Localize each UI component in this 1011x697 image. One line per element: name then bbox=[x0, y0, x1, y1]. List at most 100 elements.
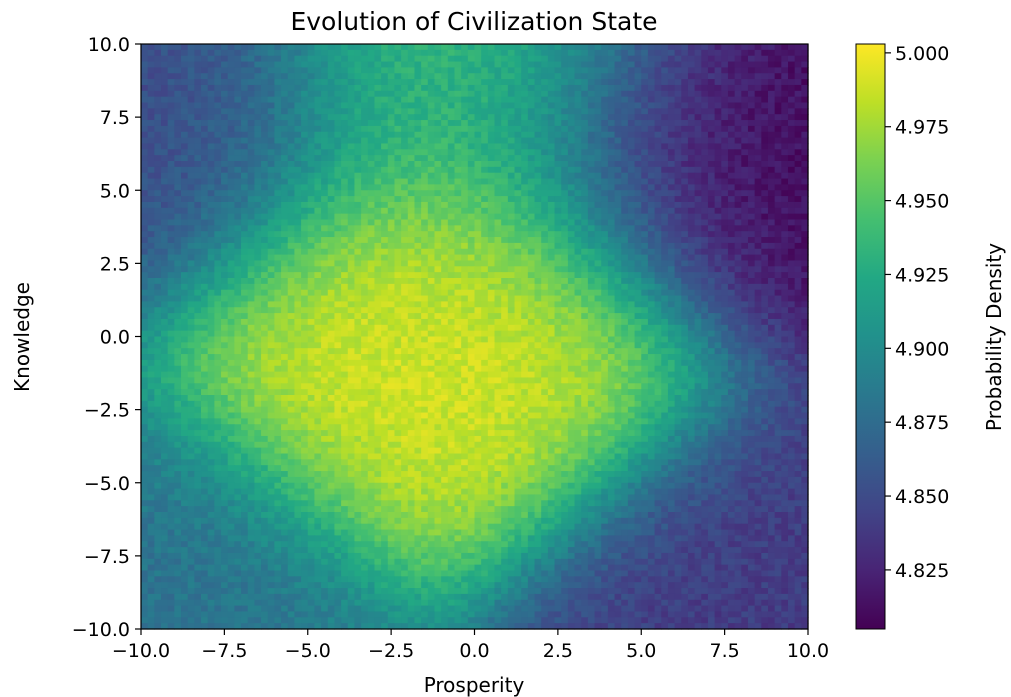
heatmap-cell bbox=[547, 196, 556, 203]
heatmap-cell bbox=[307, 137, 316, 145]
heatmap-cell bbox=[754, 190, 762, 197]
heatmap-cell bbox=[781, 155, 789, 162]
heatmap-cell bbox=[634, 61, 642, 68]
heatmap-cell bbox=[374, 61, 382, 68]
heatmap-cell bbox=[567, 318, 576, 326]
heatmap-cell bbox=[541, 108, 549, 115]
heatmap-cell bbox=[547, 201, 556, 209]
heatmap-cell bbox=[754, 79, 762, 86]
heatmap-cell bbox=[687, 131, 696, 139]
heatmap-cell bbox=[194, 330, 202, 338]
heatmap-cell bbox=[221, 307, 229, 314]
heatmap-cell bbox=[301, 219, 309, 226]
heatmap-cell bbox=[427, 102, 436, 109]
heatmap-cell bbox=[694, 266, 702, 273]
heatmap-cell bbox=[167, 49, 175, 57]
heatmap-cell bbox=[774, 108, 782, 115]
heatmap-cell bbox=[481, 242, 489, 250]
heatmap-cell bbox=[454, 289, 462, 297]
heatmap-cell bbox=[161, 283, 169, 291]
heatmap-cell bbox=[207, 131, 215, 139]
heatmap-cell bbox=[294, 219, 302, 226]
heatmap-cell bbox=[674, 155, 682, 162]
heatmap-cell bbox=[441, 73, 449, 80]
heatmap-cell bbox=[434, 237, 442, 244]
heatmap-cell bbox=[247, 324, 255, 332]
heatmap-cell bbox=[427, 231, 436, 238]
heatmap-cell bbox=[581, 108, 589, 115]
heatmap-cell bbox=[581, 283, 589, 291]
heatmap-cell bbox=[367, 61, 376, 68]
heatmap-cell bbox=[154, 307, 162, 314]
heatmap-cell bbox=[381, 172, 389, 180]
heatmap-cell bbox=[374, 73, 382, 80]
heatmap-cell bbox=[314, 318, 322, 326]
heatmap-cell bbox=[474, 289, 482, 297]
heatmap-cell bbox=[227, 295, 235, 302]
heatmap-cell bbox=[647, 131, 656, 139]
heatmap-cell bbox=[167, 79, 175, 86]
heatmap-cell bbox=[787, 149, 796, 156]
heatmap-cell bbox=[307, 219, 316, 226]
heatmap-cell bbox=[754, 143, 762, 150]
heatmap-cell bbox=[187, 178, 195, 185]
heatmap-cell bbox=[747, 67, 756, 74]
heatmap-cell bbox=[394, 73, 402, 80]
heatmap-cell bbox=[734, 330, 742, 338]
heatmap-cell bbox=[254, 196, 262, 203]
heatmap-cell bbox=[701, 272, 709, 279]
heatmap-cell bbox=[261, 120, 269, 127]
heatmap-cell bbox=[481, 79, 489, 86]
heatmap-cell bbox=[474, 96, 482, 104]
heatmap-cell bbox=[221, 260, 229, 267]
heatmap-cell bbox=[327, 324, 336, 332]
heatmap-cell bbox=[687, 102, 696, 109]
heatmap-cell bbox=[247, 155, 255, 162]
heatmap-cell bbox=[287, 178, 296, 185]
heatmap-cell bbox=[787, 242, 796, 250]
heatmap-cell bbox=[534, 289, 542, 297]
heatmap-cell bbox=[347, 266, 356, 273]
heatmap-cell bbox=[341, 324, 349, 332]
heatmap-cell bbox=[267, 125, 275, 133]
heatmap-cell bbox=[474, 301, 482, 308]
heatmap-cell bbox=[654, 225, 662, 232]
heatmap-cell bbox=[221, 90, 229, 98]
heatmap-cell bbox=[627, 330, 636, 338]
heatmap-cell bbox=[414, 120, 422, 127]
heatmap-cell bbox=[361, 96, 369, 104]
heatmap-cell bbox=[387, 283, 396, 291]
heatmap-cell bbox=[367, 242, 376, 250]
heatmap-cell bbox=[521, 313, 529, 320]
heatmap-cell bbox=[521, 225, 529, 232]
heatmap-cell bbox=[601, 137, 609, 145]
heatmap-cell bbox=[647, 307, 656, 314]
heatmap-cell bbox=[434, 219, 442, 226]
heatmap-cell bbox=[667, 149, 676, 156]
heatmap-cell bbox=[734, 278, 742, 285]
heatmap-cell bbox=[407, 114, 416, 121]
heatmap-cell bbox=[414, 143, 422, 150]
heatmap-cell bbox=[194, 155, 202, 162]
heatmap-cell bbox=[247, 213, 255, 221]
heatmap-cell bbox=[667, 219, 676, 226]
heatmap-cell bbox=[281, 324, 289, 332]
heatmap-cell bbox=[481, 114, 489, 121]
heatmap-cell bbox=[754, 201, 762, 209]
heatmap-cell bbox=[207, 242, 215, 250]
heatmap-cell bbox=[381, 79, 389, 86]
heatmap-cell bbox=[421, 295, 429, 302]
heatmap-cell bbox=[494, 125, 502, 133]
heatmap-cell bbox=[367, 184, 376, 191]
heatmap-cell bbox=[481, 55, 489, 63]
heatmap-cell bbox=[694, 313, 702, 320]
heatmap-cell bbox=[541, 237, 549, 244]
heatmap-cell bbox=[794, 301, 802, 308]
heatmap-cell bbox=[747, 330, 756, 338]
heatmap-cell bbox=[741, 131, 749, 139]
heatmap-cell bbox=[274, 219, 282, 226]
heatmap-cell bbox=[174, 149, 182, 156]
heatmap-cell bbox=[207, 301, 215, 308]
heatmap-cell bbox=[554, 201, 562, 209]
heatmap-cell bbox=[294, 324, 302, 332]
